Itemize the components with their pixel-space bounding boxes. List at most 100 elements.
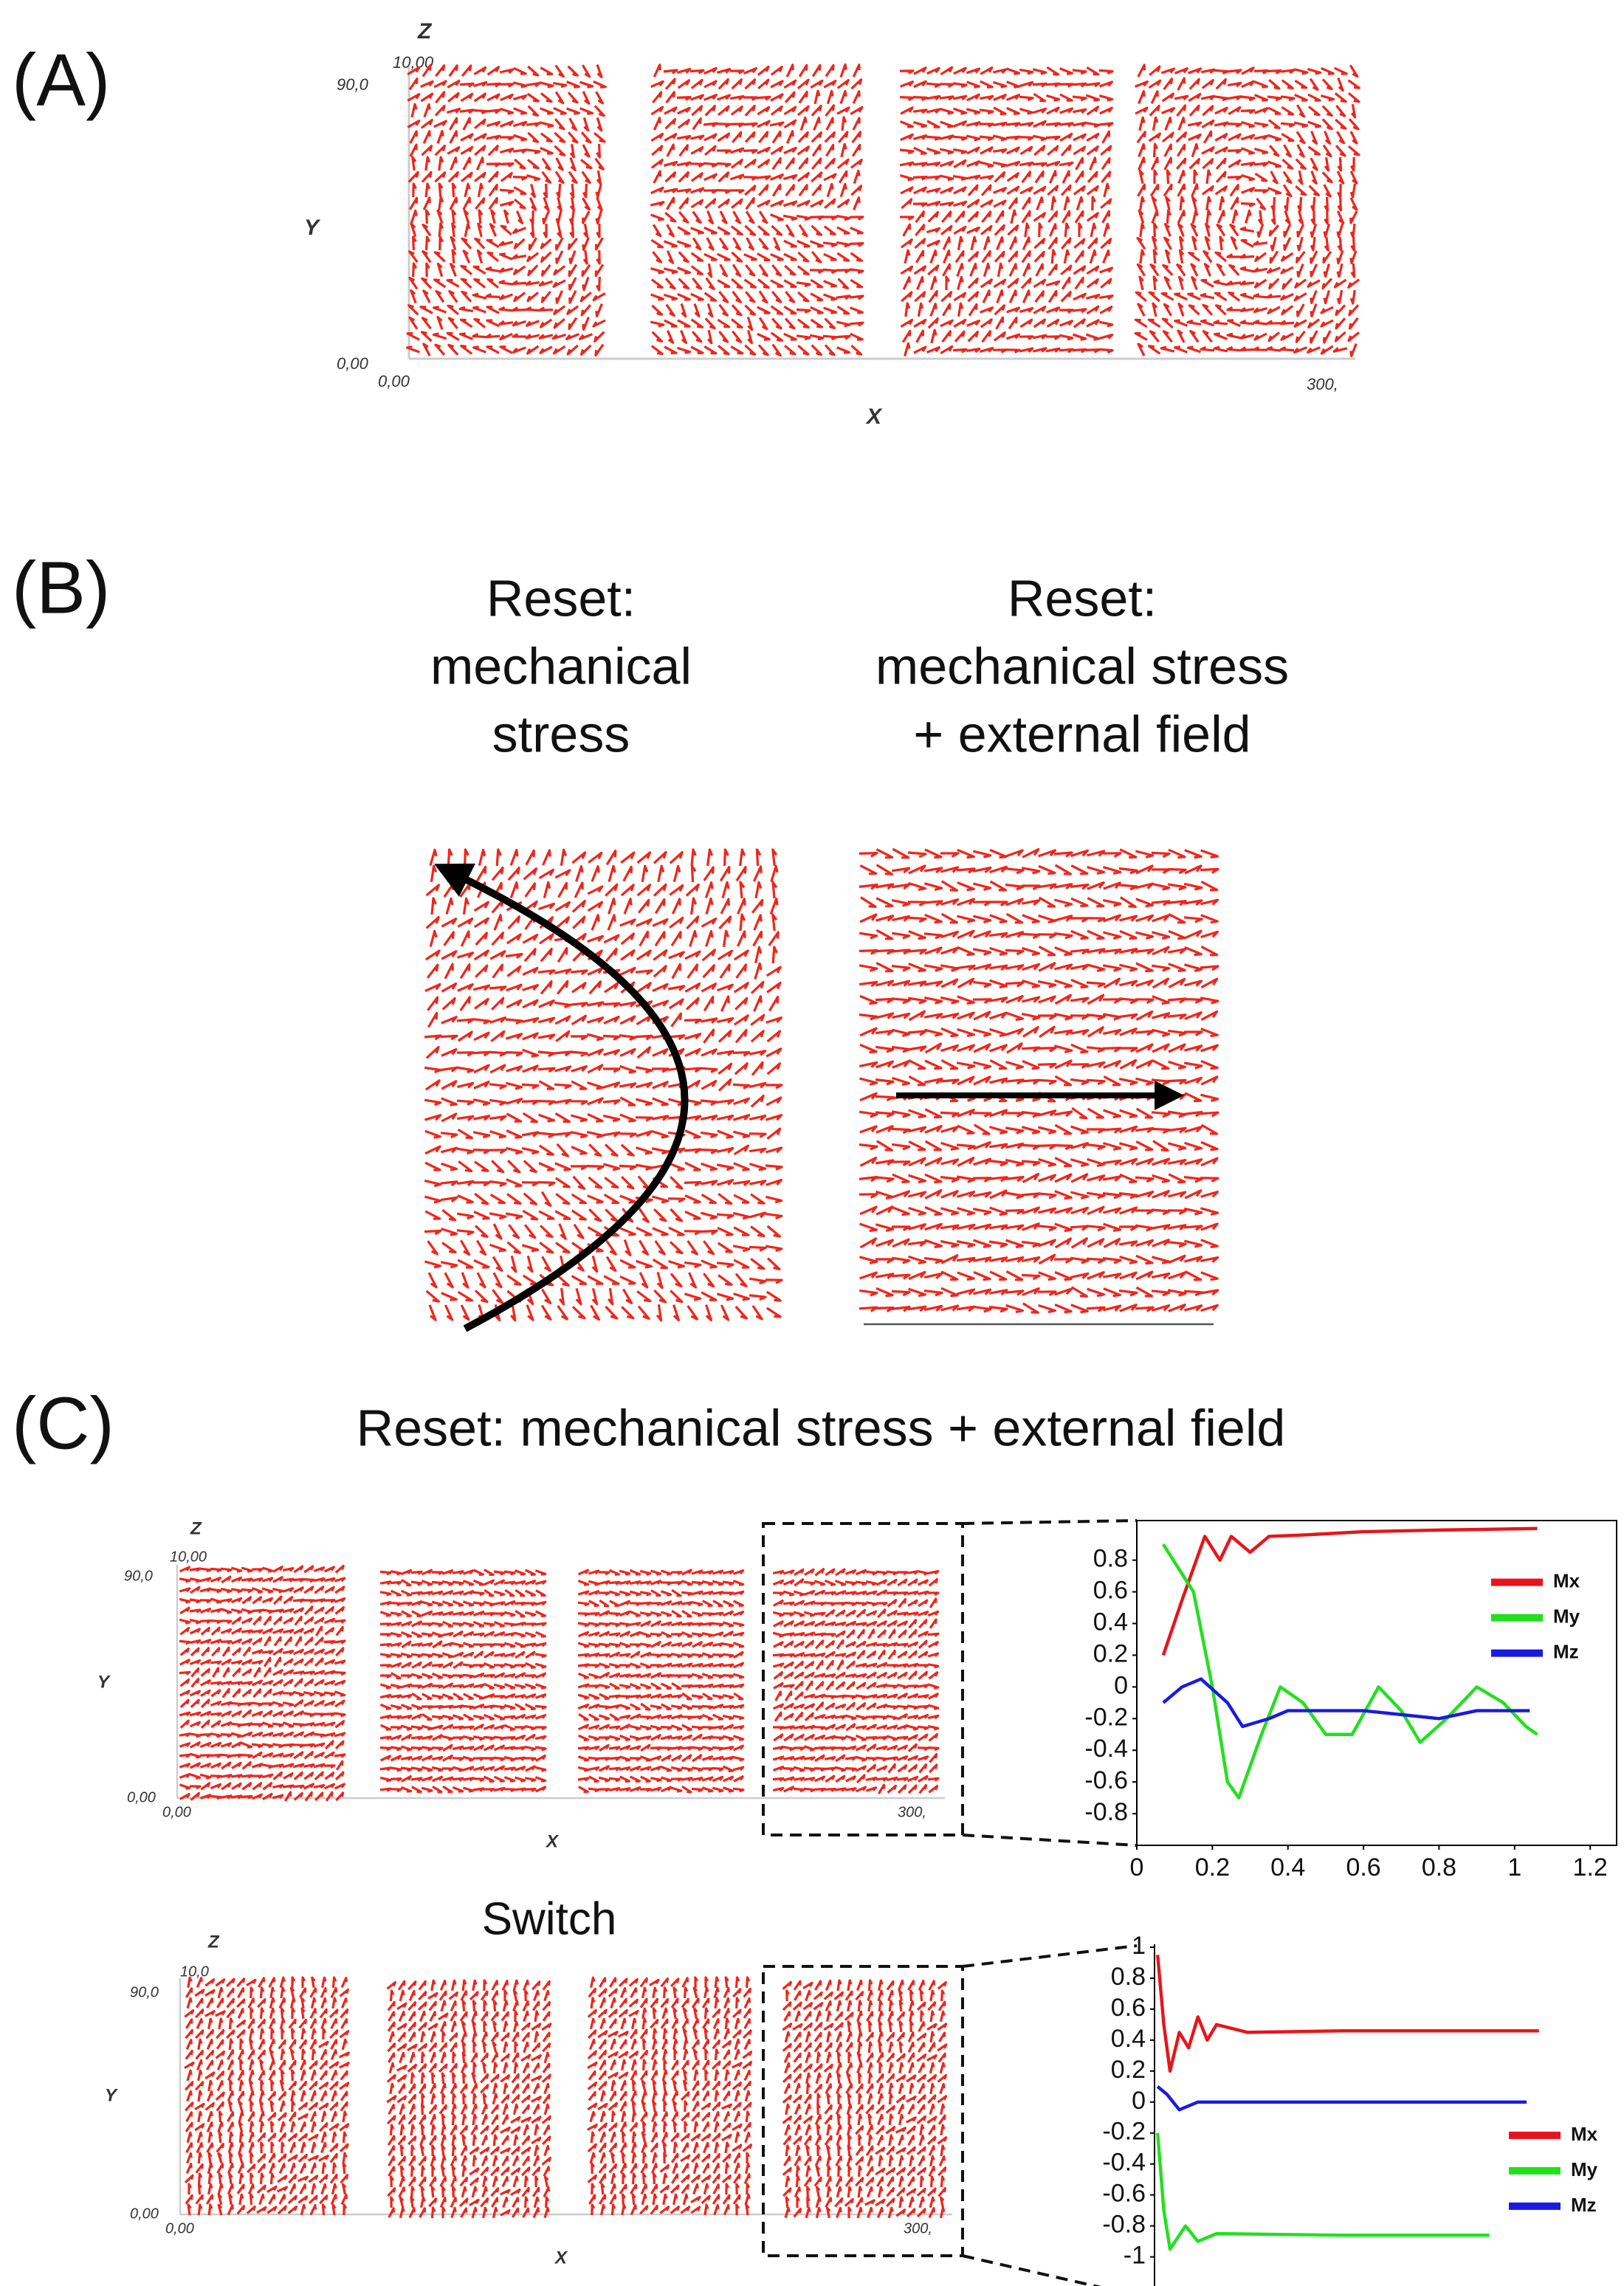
plot-frame — [1136, 1520, 1617, 1846]
axis-label: Z — [190, 1518, 202, 1538]
axis-label: Z — [207, 1932, 220, 1952]
zoom-box — [762, 1522, 964, 1836]
title-line: + external field — [913, 705, 1250, 762]
tick-label: 90,0 — [337, 75, 369, 94]
x-tick-label: 1 — [1507, 1853, 1521, 1882]
x-tick-label: 0 — [1130, 1853, 1144, 1882]
y-tick-label: -0.6 — [1084, 1766, 1128, 1794]
data-line — [1156, 2132, 1490, 2251]
y-tick-label: -0.8 — [1084, 1798, 1128, 1826]
vector-field — [379, 1569, 547, 1794]
zoom-line — [962, 1834, 1138, 1847]
data-line — [1161, 1526, 1538, 1656]
zoom-box — [762, 1965, 964, 2257]
y-tick-label: -0.4 — [1102, 2149, 1146, 2177]
title-line: Reset: — [486, 569, 636, 627]
y-tick-label: 0 — [1132, 2087, 1146, 2115]
vector-field — [406, 63, 607, 357]
tick-label: 300, — [1307, 375, 1338, 393]
vector-field — [782, 1979, 948, 2219]
axis-label: Y — [105, 2085, 118, 2105]
title-line: mechanical stress — [875, 637, 1289, 695]
data-line — [1162, 1677, 1530, 1729]
tick-label: 0,00 — [127, 1789, 156, 1805]
title-line: Reset: — [1008, 569, 1157, 627]
legend-label: My — [1571, 2158, 1598, 2180]
vector-field — [899, 66, 1114, 357]
switch-label: Switch — [482, 1893, 617, 1944]
y-tick-label: -0.2 — [1084, 1703, 1128, 1731]
data-line — [1156, 2085, 1527, 2112]
line-chart: 0.80.60.40.20-0.2-0.4-0.6-0.80 0.2 0.4 0.6 0… — [1084, 1520, 1617, 1882]
vector-fields — [179, 63, 1360, 2219]
legend-label: My — [1553, 1605, 1580, 1627]
legend-label: Mz — [1553, 1640, 1579, 1662]
x-tick-label: 0.6 — [1346, 1853, 1380, 1882]
title-line: stress — [492, 705, 630, 762]
axis-label: X — [545, 1831, 560, 1851]
x-tick-label: 0.2 — [1195, 1853, 1230, 1882]
line-chart: 10.80.60.40.20-0.2-0.4-0.6-0.8-101234567… — [1102, 1932, 1598, 2286]
data-line — [1161, 1543, 1538, 1800]
y-tick-label: 0.4 — [1111, 2025, 1146, 2053]
y-tick-label: -0.2 — [1102, 2118, 1146, 2146]
legend-label: Mz — [1571, 2194, 1597, 2216]
vector-field — [386, 1979, 552, 2219]
legend-label: Mx — [1553, 1569, 1580, 1591]
y-tick-label: 0.8 — [1093, 1545, 1128, 1573]
axis-label: Y — [97, 1672, 111, 1692]
tick-label: 0,00 — [378, 372, 410, 390]
rotation-arrow — [434, 863, 689, 1332]
tick-label: 0,00 — [165, 2220, 194, 2237]
tick-label: 10,00 — [170, 1549, 207, 1565]
figure-content: (A) (B) (C) Z 10,00 90,0 Y 0,00 0,00 300… — [12, 19, 1617, 2286]
x-tick-label: 0.4 — [1270, 1853, 1305, 1882]
y-tick-label: 0 — [1114, 1671, 1128, 1699]
tick-label: 0,00 — [162, 1804, 191, 1820]
tick-label: 0,00 — [130, 2206, 159, 2222]
tick-label: 300, — [904, 2220, 932, 2237]
title-line: mechanical — [430, 637, 692, 695]
x-tick-label: 0.8 — [1422, 1853, 1456, 1882]
vector-field — [424, 848, 783, 1322]
vector-field — [859, 847, 1219, 1314]
axis-label: X — [554, 2248, 568, 2268]
legend-label: Mx — [1571, 2123, 1598, 2145]
y-tick-label: 0.4 — [1093, 1608, 1128, 1636]
panel-label: (C) — [12, 1382, 114, 1464]
tick-label: 90,0 — [124, 1568, 153, 1584]
data-line — [1156, 1955, 1539, 2073]
tick-label: 90,0 — [130, 1984, 159, 2000]
zoom-line — [962, 1519, 1138, 1525]
zoom-line — [962, 1944, 1138, 1968]
tick-label: 0,00 — [337, 354, 369, 373]
tick-label: 300, — [898, 1804, 926, 1820]
y-tick-label: 0.6 — [1093, 1577, 1128, 1605]
vector-field — [179, 1564, 346, 1802]
axis-label: Y — [304, 216, 321, 240]
panel-label: (B) — [12, 546, 110, 629]
vector-field — [577, 1569, 745, 1794]
axis-label: X — [865, 404, 883, 429]
panel-title: Reset: mechanical stress + external fiel… — [357, 1399, 1286, 1456]
vector-field — [772, 1568, 940, 1794]
panel-label: (A) — [12, 38, 110, 121]
y-tick-label: 0.2 — [1093, 1639, 1128, 1667]
zoom-line — [962, 2254, 1102, 2286]
y-tick-label: 1 — [1132, 1932, 1146, 1960]
y-tick-label: 0.6 — [1111, 1994, 1146, 2022]
vector-field — [587, 1976, 753, 2216]
y-tick-label: -1 — [1124, 2242, 1146, 2270]
y-tick-label: -0.4 — [1084, 1735, 1128, 1763]
x-tick-label: 1.2 — [1573, 1853, 1608, 1882]
y-tick-label: -0.6 — [1102, 2180, 1146, 2208]
vector-field — [184, 1976, 350, 2216]
y-tick-label: 0.8 — [1111, 1963, 1146, 1991]
vector-field — [1134, 63, 1360, 357]
vector-field — [650, 63, 864, 357]
tick-label: 10,0 — [180, 1963, 209, 1980]
y-tick-label: 0.2 — [1111, 2056, 1146, 2084]
y-tick-label: -0.8 — [1102, 2211, 1146, 2239]
axis-label: Z — [417, 19, 433, 44]
